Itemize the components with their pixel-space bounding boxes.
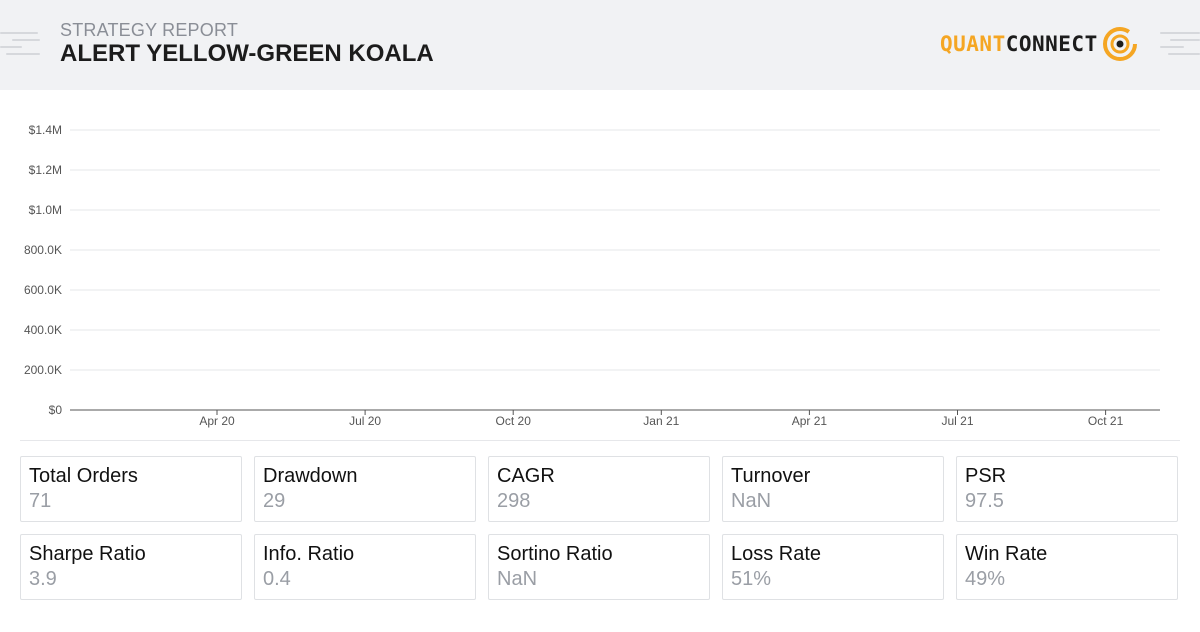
- decorative-lines-right: [1160, 28, 1200, 68]
- x-tick-label: Oct 21: [1088, 414, 1124, 428]
- stat-card-total-orders: Total Orders 71: [20, 456, 242, 522]
- x-tick-label: Apr 21: [792, 414, 828, 428]
- y-tick-label: $0: [49, 403, 63, 417]
- stat-card-info-ratio: Info. Ratio 0.4: [254, 534, 476, 600]
- equity-chart: $1.4M $1.2M $1.0M 800.0K 600.0K 400.0K 200.0K $…: [0, 90, 1200, 440]
- stat-label: Sortino Ratio: [497, 543, 613, 565]
- stat-value: 3.9: [29, 568, 57, 590]
- stat-label: Info. Ratio: [263, 543, 355, 565]
- stat-label: Loss Rate: [731, 543, 822, 565]
- y-tick-label: $1.2M: [29, 163, 62, 177]
- stat-label: PSR: [965, 465, 1007, 487]
- stat-card-sortino-ratio: Sortino Ratio NaN: [488, 534, 710, 600]
- stat-value: 0.4: [263, 568, 291, 590]
- equity-chart-svg: $1.4M $1.2M $1.0M 800.0K 600.0K 400.0K 200.0K $…: [24, 123, 1160, 428]
- stat-card-win-rate: Win Rate 49%: [956, 534, 1178, 600]
- stat-label: Win Rate: [965, 543, 1048, 565]
- y-tick-label: 600.0K: [24, 283, 62, 297]
- stat-value: 97.5: [965, 490, 1004, 512]
- stat-card-drawdown: Drawdown 29: [254, 456, 476, 522]
- strategy-title: ALERT YELLOW-GREEN KOALA: [60, 40, 434, 67]
- stat-label: CAGR: [497, 465, 555, 487]
- section-divider: [20, 440, 1180, 441]
- x-tick-label: Jan 21: [643, 414, 679, 428]
- logo-text-quant: QUANT: [940, 32, 1006, 56]
- y-tick-label: $1.0M: [29, 203, 62, 217]
- stat-value: 71: [29, 490, 52, 512]
- y-tick-label: 200.0K: [24, 363, 62, 377]
- stat-card-psr: PSR 97.5: [956, 456, 1178, 522]
- stat-value: 298: [497, 490, 531, 512]
- stat-value: 29: [263, 490, 286, 512]
- stat-label: Sharpe Ratio: [29, 543, 146, 565]
- stat-card-loss-rate: Loss Rate 51%: [722, 534, 944, 600]
- report-subtitle: STRATEGY REPORT: [60, 20, 239, 40]
- x-tick-label: Oct 20: [496, 414, 532, 428]
- stat-card-turnover: Turnover NaN: [722, 456, 944, 522]
- stat-value: 51%: [731, 568, 772, 590]
- stat-label: Drawdown: [263, 465, 358, 487]
- stat-card-cagr: CAGR 298: [488, 456, 710, 522]
- decorative-lines-left: [0, 28, 40, 68]
- stat-value: 49%: [965, 568, 1006, 590]
- stat-label: Turnover: [731, 465, 811, 487]
- y-tick-label: $1.4M: [29, 123, 62, 137]
- x-tick-label: Apr 20: [199, 414, 235, 428]
- quantconnect-logo-icon: [1102, 27, 1137, 61]
- x-tick-label: Jul 20: [349, 414, 381, 428]
- y-tick-label: 800.0K: [24, 243, 62, 257]
- stat-value: NaN: [497, 568, 538, 590]
- report-header: STRATEGY REPORT ALERT YELLOW-GREEN KOALA…: [0, 0, 1200, 90]
- stat-label: Total Orders: [29, 465, 138, 487]
- y-tick-label: 400.0K: [24, 323, 62, 337]
- stat-value: NaN: [731, 490, 772, 512]
- logo-text-connect: CONNECT: [1005, 32, 1098, 56]
- stat-card-sharpe-ratio: Sharpe Ratio 3.9: [20, 534, 242, 600]
- x-tick-label: Jul 21: [941, 414, 973, 428]
- quantconnect-logo: QUANT CONNECT: [940, 24, 1138, 64]
